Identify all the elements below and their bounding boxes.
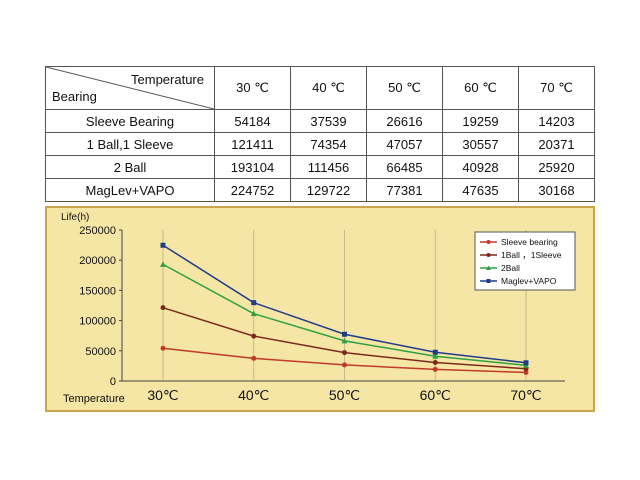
x-tick-label: 30℃ (147, 387, 178, 403)
bearing-life-table: Temperature Bearing 30 ℃ 40 ℃ 50 ℃ 60 ℃ … (45, 66, 595, 202)
column-header: 30 ℃ (214, 66, 291, 110)
table-cell: 47635 (442, 178, 519, 202)
column-header: 40 ℃ (290, 66, 367, 110)
table-row: MagLev+VAPO 224752 129722 77381 47635 30… (45, 178, 595, 202)
data-point (251, 300, 257, 306)
table-cell: 129722 (290, 178, 367, 202)
x-tick-label: 50℃ (329, 387, 360, 403)
data-point (160, 242, 166, 248)
legend-marker (486, 265, 491, 270)
data-point (160, 261, 166, 267)
data-point (250, 310, 257, 317)
legend-marker (486, 240, 491, 244)
y-tick-label: 100000 (79, 316, 116, 328)
y-tick-label: 0 (110, 376, 116, 388)
column-header: 60 ℃ (442, 66, 519, 110)
table-cell: 111456 (290, 155, 367, 179)
table-cell: 121411 (214, 132, 291, 156)
data-point (432, 349, 438, 355)
data-point (432, 353, 439, 359)
x-tick-label: 70℃ (510, 387, 541, 403)
table-cell: 224752 (214, 178, 291, 202)
data-point (160, 345, 166, 351)
data-point (432, 360, 438, 366)
legend-label: 2Ball (501, 263, 520, 273)
data-point (432, 366, 438, 372)
table-cell: 37539 (290, 109, 367, 133)
x-tick-label: 40℃ (238, 387, 269, 403)
table-cell: 30557 (442, 132, 519, 156)
legend-label: 1Ball ，1Sleeve (501, 250, 562, 260)
data-point (342, 331, 347, 337)
table-cell: 47057 (366, 132, 443, 156)
table-cell: 74354 (290, 132, 367, 156)
data-point (160, 305, 166, 311)
legend-label: Maglev+VAPO (501, 276, 557, 286)
y-tick-label: 150000 (79, 285, 116, 297)
column-header: 50 ℃ (366, 66, 443, 110)
corner-label-temperature: Temperature (131, 72, 204, 87)
legend-label: Sleeve bearing (501, 237, 558, 247)
table-row: 2 Ball 193104 111456 66485 40928 25920 (45, 155, 595, 179)
table-row: Sleeve Bearing 54184 37539 26616 19259 1… (45, 109, 595, 133)
life-vs-temperature-chart: 0 50000 100000 150000 200000 250000 Life(h) Tem… (45, 206, 595, 412)
data-point (342, 362, 347, 368)
y-axis-title: Life(h) (61, 212, 89, 223)
table-header-row: Temperature Bearing 30 ℃ 40 ℃ 50 ℃ 60 ℃ … (45, 66, 595, 110)
y-tick-label: 200000 (79, 255, 116, 267)
row-label: MagLev+VAPO (45, 178, 215, 202)
table-row: 1 Ball,1 Sleeve 121411 74354 47057 30557… (45, 132, 595, 156)
table-cell: 25920 (518, 155, 595, 179)
table-cell: 20371 (518, 132, 595, 156)
table-cell: 66485 (366, 155, 443, 179)
table-cell: 193104 (214, 155, 291, 179)
row-label: 1 Ball,1 Sleeve (45, 132, 215, 156)
y-tick-label: 250000 (79, 225, 116, 237)
y-tick-label: 50000 (85, 346, 116, 358)
table-cell: 26616 (366, 109, 443, 133)
row-label: 2 Ball (45, 155, 215, 179)
table-cell: 14203 (518, 109, 595, 133)
diagonal-divider (46, 67, 214, 109)
table-cell: 54184 (214, 109, 291, 133)
data-point (251, 333, 257, 339)
data-point (341, 337, 348, 344)
legend-marker (486, 279, 491, 283)
table-cell: 19259 (442, 109, 519, 133)
row-label: Sleeve Bearing (45, 109, 215, 133)
data-point (523, 369, 529, 375)
table-cell: 40928 (442, 155, 519, 179)
data-point (251, 355, 257, 361)
corner-label-bearing: Bearing (52, 89, 97, 104)
x-tick-label: 60℃ (420, 387, 451, 403)
data-point (523, 360, 529, 366)
table-cell: 77381 (366, 178, 443, 202)
column-header: 70 ℃ (518, 66, 595, 110)
data-point (342, 350, 347, 356)
table-cell: 30168 (518, 178, 595, 202)
legend-marker (486, 253, 491, 257)
corner-header-cell: Temperature Bearing (45, 66, 215, 110)
x-axis-title: Temperature (63, 393, 125, 405)
